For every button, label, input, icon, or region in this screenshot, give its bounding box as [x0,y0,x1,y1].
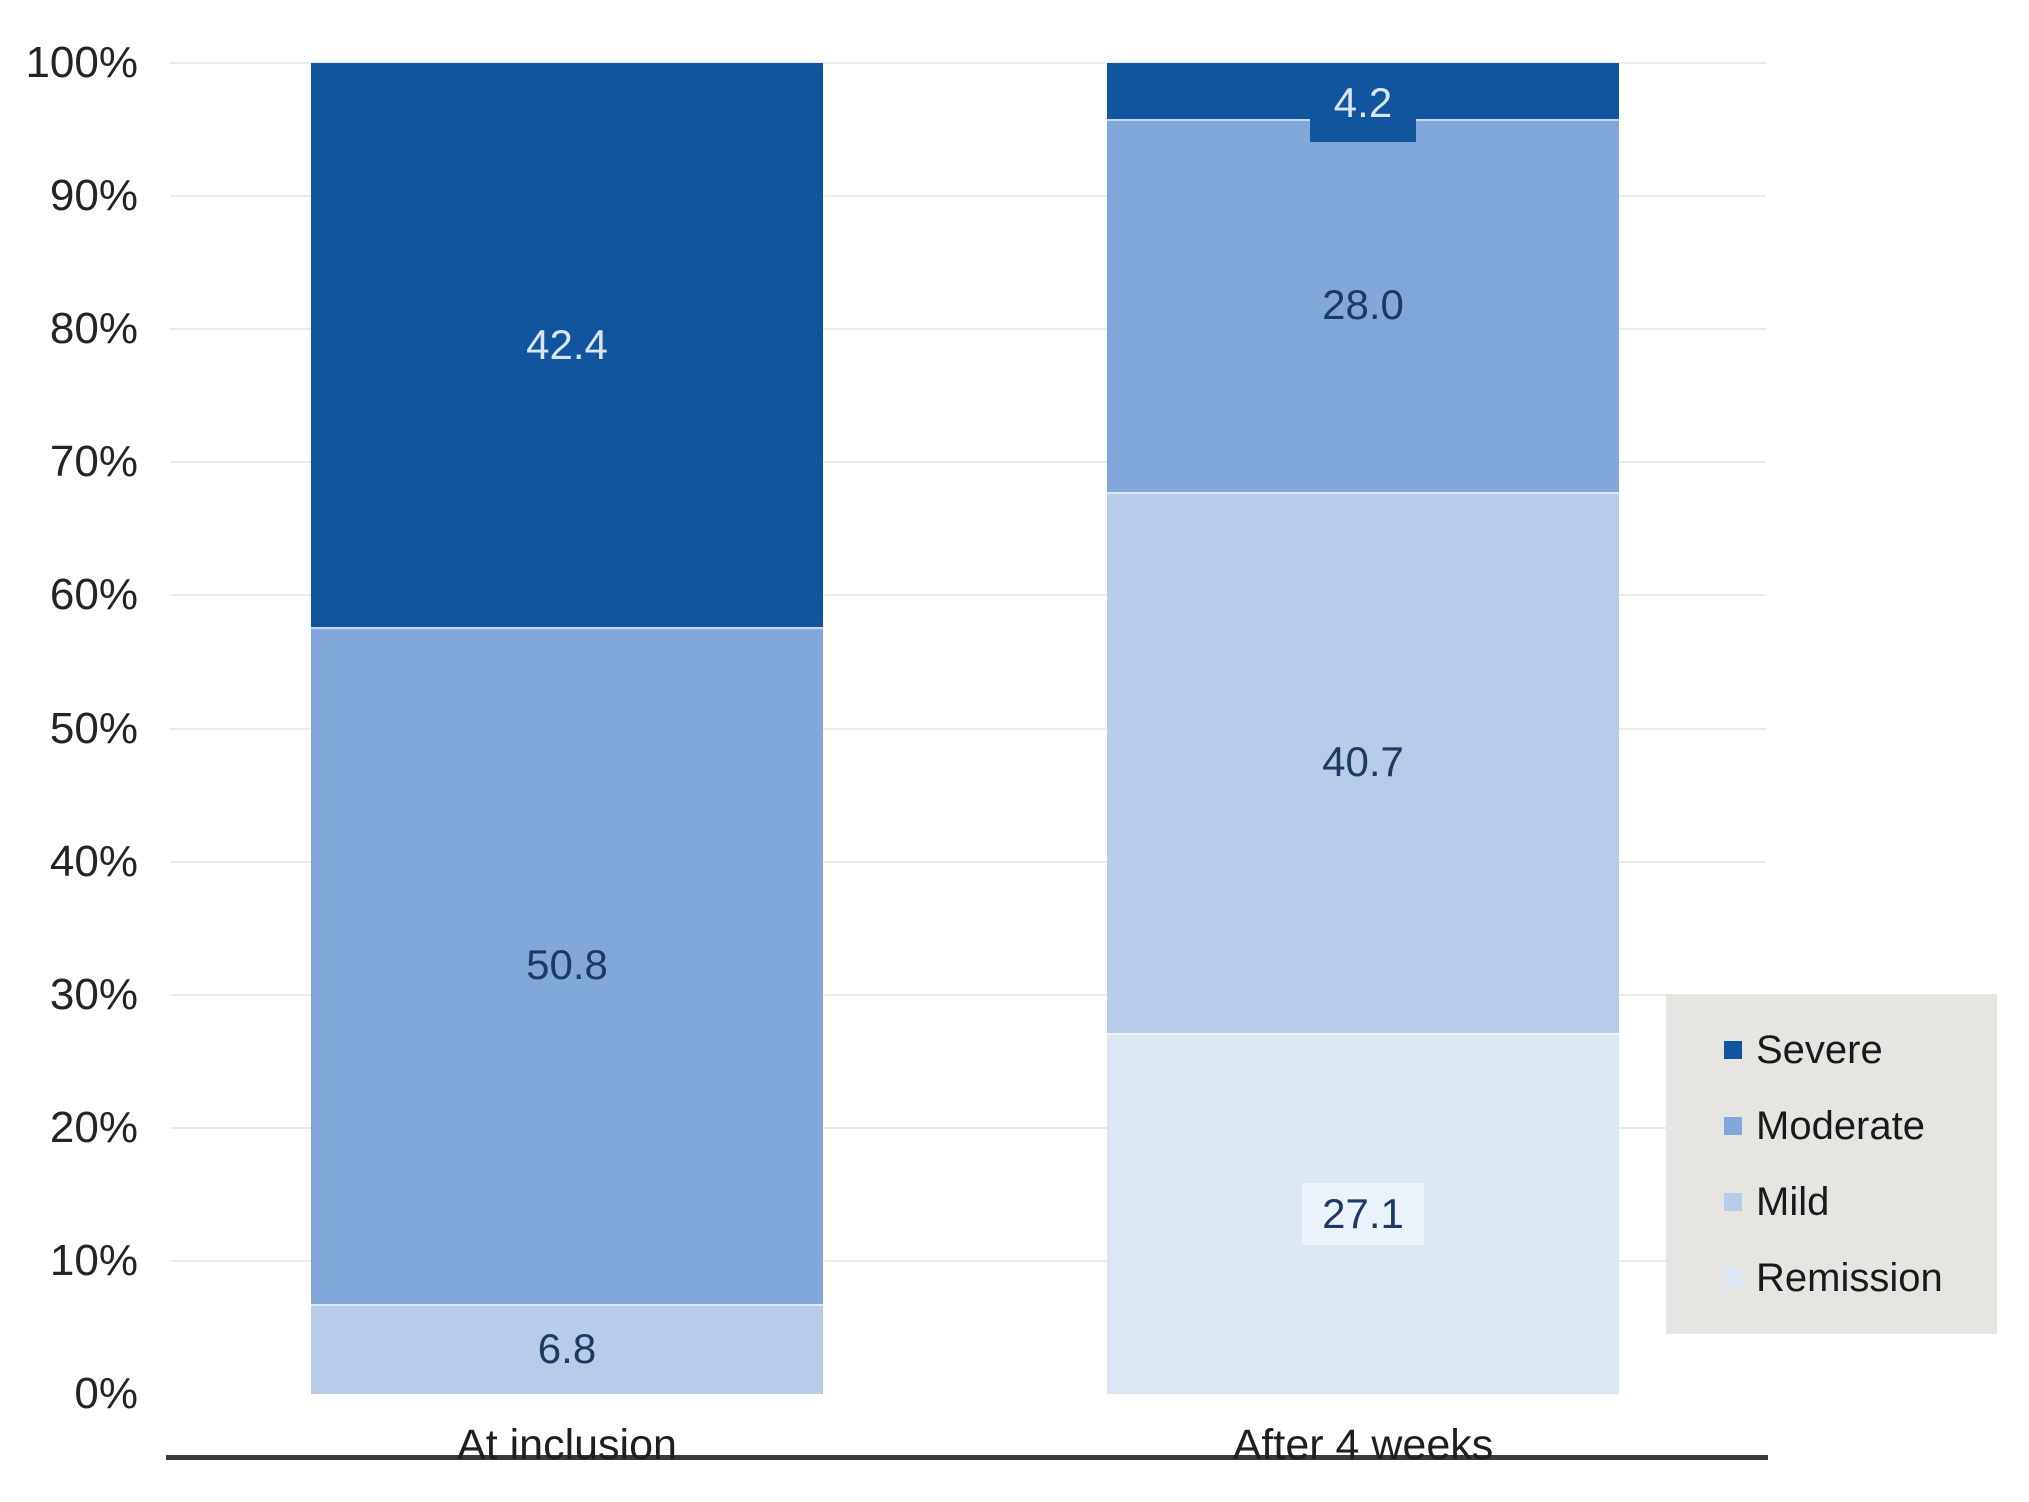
plot-area: 6.8 50.8 42.4 27.1 40.7 28.0 4.2 [166,62,1768,1460]
data-label-mild: 40.7 [1322,738,1404,786]
gridline [170,195,1766,198]
legend-label-severe: Severe [1756,1028,1883,1072]
bar-segment-severe: 4.2 [1107,63,1619,143]
y-axis-tick-label: 20% [49,1102,138,1152]
gridline [170,1259,1766,1262]
gridline [170,461,1766,464]
legend-swatch-mild-icon [1724,1193,1742,1211]
legend-item-severe: Severe [1666,1030,1997,1070]
legend-label-moderate: Moderate [1756,1104,1925,1148]
bar-segment-severe: 42.4 [311,63,823,628]
y-axis-tick-label: 0% [74,1369,138,1418]
bar-segment-moderate: 28.0 [1107,118,1619,492]
data-label-moderate: 28.0 [1322,281,1404,329]
y-axis-tick-label: 50% [49,703,138,753]
gridline [170,594,1766,597]
y-axis-tick-label: 90% [49,171,138,221]
legend-label-remission: Remission [1756,1256,1943,1300]
legend-label-mild: Mild [1756,1180,1830,1224]
legend-swatch-remission-icon [1724,1269,1742,1287]
bar-segment-moderate: 50.8 [311,627,823,1304]
x-axis-line [166,1455,1768,1460]
gridline [170,62,1766,64]
legend-item-remission: Remission [1666,1258,1997,1298]
bar-at-inclusion: 6.8 50.8 42.4 [311,63,823,1394]
gridline [170,860,1766,863]
legend-swatch-severe-icon [1724,1041,1742,1059]
bar-segment-mild: 40.7 [1107,491,1619,1034]
y-axis-tick-label: 60% [49,570,138,620]
x-axis-label-after-4-weeks: After 4 weeks [1232,1421,1494,1469]
legend-item-moderate: Moderate [1666,1106,1997,1146]
bar-segment-mild: 6.8 [311,1303,823,1394]
y-axis-tick-label: 10% [49,1235,138,1285]
gridline [170,328,1766,331]
legend-swatch-moderate-icon [1724,1117,1742,1135]
data-label-callout-severe: 4.2 [1310,63,1416,143]
y-axis-tick-label: 100% [25,38,138,87]
legend: Severe Moderate Mild Remission [1666,994,1997,1334]
y-axis-tick-label: 70% [49,437,138,487]
bar-segment-remission: 27.1 [1107,1033,1619,1394]
gridline [170,1126,1766,1129]
data-label-mild: 6.8 [537,1324,597,1372]
data-label-remission: 27.1 [1107,1033,1619,1394]
y-axis-tick-label: 40% [49,836,138,886]
data-label-severe: 42.4 [526,321,608,369]
gridline [170,727,1766,730]
x-axis-label-at-inclusion: At inclusion [457,1421,677,1469]
data-label-moderate: 50.8 [526,941,608,989]
y-axis-tick-label: 30% [49,969,138,1019]
gridline [170,993,1766,996]
legend-item-mild: Mild [1666,1182,1997,1222]
bar-after-4-weeks: 27.1 40.7 28.0 4.2 [1107,63,1619,1394]
y-axis-tick-label: 80% [49,304,138,354]
